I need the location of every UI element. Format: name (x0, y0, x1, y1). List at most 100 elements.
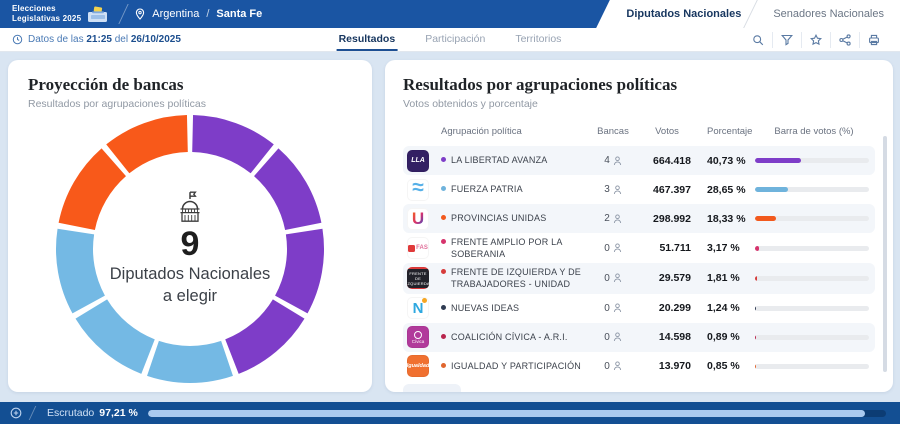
seats-value: 0 (604, 242, 610, 254)
table-row[interactable]: Igualdad IGUALDAD Y PARTICIPACIÓN 0 13.9… (403, 352, 875, 381)
party-logo: Cívica (407, 326, 429, 349)
party-name-cell: COALICIÓN CÍVICA - A.R.I. (433, 331, 589, 343)
votes-bar-fill (755, 334, 756, 340)
donut-segment (106, 115, 188, 174)
app-brand: Elecciones Legislativas 2025 (0, 0, 117, 28)
person-icon (613, 273, 621, 283)
col-party: Agrupación política (441, 126, 522, 137)
votes-bar-fill (755, 158, 802, 163)
votes-bar-track (755, 305, 869, 311)
party-name-cell: FRENTE AMPLIO POR LA SOBERANIA (433, 236, 589, 260)
party-color-bullet (441, 304, 446, 310)
table-row[interactable]: FAS FRENTE AMPLIO POR LA SOBERANIA 0 51.… (403, 233, 875, 263)
donut-segment (147, 340, 233, 384)
percentage-value: 40,73 % (707, 154, 746, 167)
plus-circle-icon[interactable] (10, 407, 22, 419)
donut-rings (55, 115, 325, 384)
toolbar-actions (744, 31, 888, 48)
votes-value: 51.711 (659, 242, 691, 255)
party-color-bullet (441, 215, 446, 221)
party-name: FRENTE DE IZQUIERDA Y DE TRABAJADORES - … (451, 267, 581, 290)
seats-cell: 2 (589, 213, 637, 224)
party-name-cell: IGUALDAD Y PARTICIPACIÓN (433, 360, 589, 372)
data-date: 26/10/2025 (130, 34, 181, 45)
party-name: NUEVAS IDEAS (451, 302, 520, 313)
seats-value: 2 (604, 213, 610, 224)
person-icon (613, 185, 621, 194)
star-icon[interactable] (801, 31, 830, 48)
votes-value: 298.992 (653, 212, 691, 225)
breadcrumb-country[interactable]: Argentina (152, 8, 200, 20)
votes-bar (753, 158, 875, 163)
tab-senadores-nacionales[interactable]: Senadores Nacionales (757, 0, 900, 28)
votes-bar-track (755, 334, 869, 340)
brand-title: Elecciones Legislativas 2025 (12, 4, 82, 23)
tab-resultados[interactable]: Resultados (336, 28, 398, 51)
table-row[interactable]: N NUEVAS IDEAS 0 20.299 1,24 % (403, 294, 875, 323)
donut-segment (192, 115, 274, 174)
votes-bar-track (755, 245, 869, 251)
party-name: PROVINCIAS UNIDAS (451, 213, 547, 224)
party-color-bullet (441, 186, 446, 192)
tab-participacion[interactable]: Participación (425, 32, 486, 45)
tab-territorios[interactable]: Territorios (515, 32, 562, 45)
donut-segment (58, 148, 126, 230)
votes-value: 20.299 (658, 302, 691, 315)
seats-cell: 4 (589, 155, 637, 166)
top-bar: Elecciones Legislativas 2025 Argentina /… (0, 0, 900, 28)
seats-cell: 0 (589, 332, 637, 343)
party-name-cell: NUEVAS IDEAS (433, 302, 589, 314)
chamber-tabs: Diputados Nacionales Senadores Nacionale… (610, 0, 900, 28)
scrutiny-progress-track (147, 409, 886, 417)
table-row[interactable]: LLA LA LIBERTAD AVANZA 4 664.418 40,73 % (403, 146, 875, 175)
party-name: LA LIBERTAD AVANZA (451, 155, 548, 166)
party-logo: LLA (407, 149, 429, 172)
party-name-cell: PROVINCIAS UNIDAS (433, 212, 589, 224)
party-color-bullet (441, 333, 446, 339)
filter-icon[interactable] (772, 31, 801, 48)
table-scrollbar[interactable] (883, 136, 887, 372)
results-card-title: Resultados por agrupaciones políticas (403, 75, 678, 94)
seats-cell: 0 (589, 303, 637, 314)
votes-value: 29.579 (658, 272, 691, 285)
footer-divider (28, 406, 37, 420)
header-divider (118, 4, 129, 24)
votes-bar-fill (755, 305, 757, 311)
results-card-subtitle: Votos obtenidos y porcentaje (403, 98, 538, 110)
percentage-value: 1,81 % (707, 272, 740, 285)
party-logo: FAS (407, 237, 429, 260)
breadcrumb-province[interactable]: Santa Fe (216, 8, 263, 20)
tab-diputados-nacionales[interactable]: Diputados Nacionales (610, 0, 757, 28)
breadcrumb-separator: / (206, 8, 210, 20)
party-name: FRENTE AMPLIO POR LA SOBERANIA (451, 237, 563, 260)
party-logo: ≈ (407, 178, 429, 201)
percentage-value: 3,17 % (707, 242, 740, 255)
col-votes: Votos (655, 126, 679, 137)
table-row[interactable]: U PROVINCIAS UNIDAS 2 298.992 18,33 % (403, 204, 875, 233)
votes-bar-track (755, 275, 869, 281)
results-table-body: LLA LA LIBERTAD AVANZA 4 664.418 40,73 %… (403, 146, 875, 381)
votes-value: 13.970 (658, 360, 691, 373)
votes-bar (753, 187, 875, 192)
table-row[interactable]: ≈ FUERZA PATRIA 3 467.397 28,65 % (403, 175, 875, 204)
party-name-cell: FRENTE DE IZQUIERDA Y DE TRABAJADORES - … (433, 266, 589, 290)
table-row[interactable]: Cívica COALICIÓN CÍVICA - A.R.I. 0 14.59… (403, 322, 875, 352)
table-row[interactable]: FRENTE DE IZQUIERDA FRENTE DE IZQUIERDA Y… (403, 263, 875, 294)
search-icon[interactable] (744, 32, 772, 48)
print-icon[interactable] (859, 31, 888, 48)
votes-bar-fill (755, 187, 788, 192)
party-color-bullet (441, 239, 446, 244)
votes-bar-fill (755, 275, 758, 281)
clock-icon (12, 34, 23, 45)
seats-value: 3 (604, 184, 610, 195)
col-seats: Bancas (597, 126, 629, 137)
share-icon[interactable] (830, 31, 859, 48)
seats-value: 0 (604, 331, 610, 343)
person-icon (613, 214, 621, 223)
sub-bar: Datos de las 21:25 del 26/10/2025 Result… (0, 28, 900, 52)
percentage-value: 0,85 % (707, 360, 740, 373)
percentage-value: 0,89 % (707, 331, 740, 344)
person-icon (613, 303, 621, 313)
party-logo: N (407, 297, 429, 320)
votes-bar (753, 245, 875, 251)
